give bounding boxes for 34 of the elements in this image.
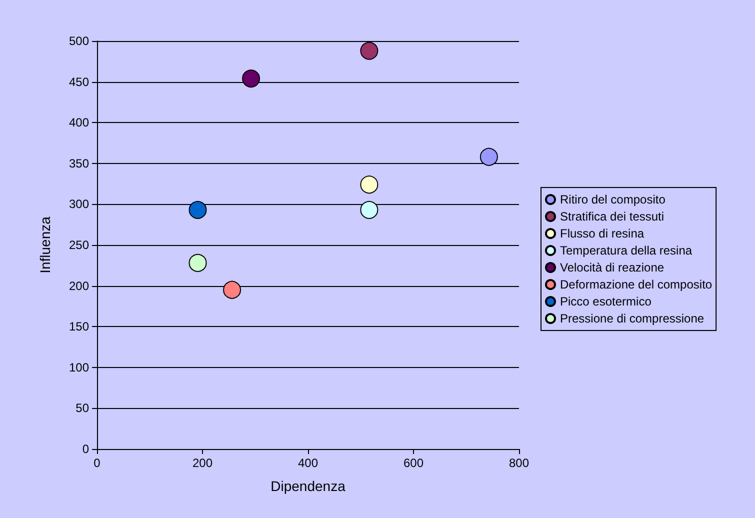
point <box>360 42 378 60</box>
y-tick-label: 300 <box>68 197 90 212</box>
legend-label: Stratifica dei tessuti <box>560 210 664 224</box>
y-tick-label: 150 <box>68 320 90 334</box>
x-tick-label: 0 <box>94 456 101 470</box>
y-tick-label: 50 <box>76 401 90 416</box>
point <box>360 200 378 219</box>
y-tick-label: 200 <box>68 278 90 293</box>
y-tick-label: 400 <box>68 116 90 130</box>
y-tick-label: 350 <box>68 156 90 170</box>
x-tick-label: 600 <box>403 456 424 470</box>
point <box>480 148 498 166</box>
legend-label: Temperatura della resina <box>560 244 692 258</box>
legend-label: Flusso di resina <box>560 226 644 240</box>
y-tick-label: 100 <box>68 360 90 374</box>
point <box>242 70 260 88</box>
y-tick-label: 0 <box>82 442 90 456</box>
y-tick-label: 250 <box>68 238 90 252</box>
point <box>188 200 207 219</box>
legend-label: Deformazione del composito <box>560 278 712 292</box>
x-tick-label: 400 <box>298 456 318 470</box>
legend-label: Ritiro del composito <box>560 192 666 206</box>
x-tick-label: 200 <box>192 456 213 470</box>
legend-label: Picco esotermico <box>560 294 652 308</box>
point <box>360 176 378 194</box>
legend-label: Velocità di reazione <box>560 260 664 274</box>
y-tick-label: 450 <box>68 74 90 89</box>
x-axis-title: Dipendenza <box>270 478 346 494</box>
x-tick-label: 800 <box>508 456 530 470</box>
point <box>223 280 242 299</box>
point <box>188 254 207 272</box>
legend-label: Pressione di compressione <box>560 312 704 326</box>
y-axis-title: Influenza <box>37 216 53 274</box>
y-tick-label: 500 <box>68 34 90 48</box>
